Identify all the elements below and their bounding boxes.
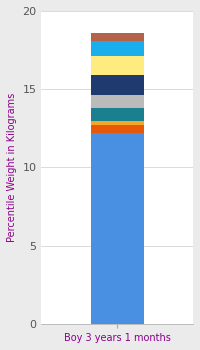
Y-axis label: Percentile Weight in Kilograms: Percentile Weight in Kilograms (7, 93, 17, 242)
Bar (91, 41, 144, 56)
Bar (91, 120, 144, 125)
Bar (91, 125, 144, 133)
Bar (91, 108, 144, 120)
Bar (91, 75, 144, 96)
Bar (91, 56, 144, 75)
Bar (91, 133, 144, 324)
Bar (91, 33, 144, 41)
Bar (91, 96, 144, 108)
